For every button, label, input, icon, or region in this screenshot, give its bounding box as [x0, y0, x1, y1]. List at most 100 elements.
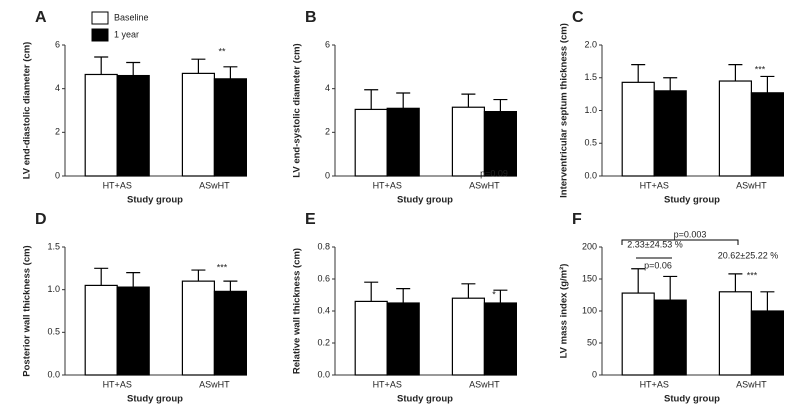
bar	[116, 286, 150, 376]
bar	[718, 291, 753, 376]
error-bar	[396, 288, 411, 303]
panel-letter: A	[35, 9, 47, 26]
panel-letter: B	[305, 9, 317, 26]
y-tick-label: 0.0	[584, 170, 597, 180]
annotation: **	[218, 46, 226, 56]
error-bar	[191, 58, 206, 74]
y-axis-label: Posterior wall thickness (cm)	[22, 245, 33, 376]
error-bar	[663, 77, 678, 91]
error-bar	[191, 269, 206, 282]
bar	[750, 310, 785, 376]
legend-label: 1 year	[114, 29, 139, 39]
bar	[213, 78, 247, 177]
y-tick-label: 1.0	[47, 284, 60, 294]
y-tick-label: 6	[325, 39, 330, 49]
error-bar	[631, 268, 646, 294]
error-bar	[461, 93, 476, 108]
x-tick-label: HT+AS	[640, 180, 669, 190]
y-tick-label: 6	[55, 39, 60, 49]
error-bar	[663, 275, 678, 301]
error-bar	[364, 89, 379, 110]
y-tick-label: 200	[582, 241, 597, 251]
y-tick-label: 0.5	[47, 327, 60, 337]
error-bar	[493, 98, 508, 112]
annotation: ***	[755, 64, 766, 74]
y-tick-label: 150	[582, 273, 597, 283]
x-axis-label: Study group	[127, 394, 183, 405]
panel-letter: E	[305, 211, 316, 228]
x-axis-label: Study group	[397, 394, 453, 405]
bar	[354, 108, 388, 177]
y-tick-label: 4	[325, 83, 330, 93]
y-axis-label: LV end-systolic diameter (cm)	[292, 43, 303, 177]
error-bar	[728, 273, 743, 292]
y-tick-label: 1.5	[584, 72, 597, 82]
x-tick-label: HT+AS	[373, 379, 402, 389]
y-tick-label: 0	[592, 369, 597, 379]
annotation: p=0.06	[644, 260, 672, 270]
legend-swatch	[91, 11, 109, 25]
bar	[181, 280, 215, 376]
bar	[718, 80, 753, 177]
bar	[621, 292, 655, 376]
annotation: p=0.003	[674, 229, 707, 239]
bar	[84, 73, 118, 177]
y-axis-label: LV mass index (g/m²)	[559, 264, 570, 359]
x-axis-label: Study group	[664, 394, 720, 405]
y-tick-label: 0	[325, 170, 330, 180]
y-tick-label: 2.0	[584, 39, 597, 49]
x-tick-label: HT+AS	[103, 180, 132, 190]
x-tick-label: ASwHT	[736, 379, 767, 389]
y-tick-label: 1.0	[584, 105, 597, 115]
x-tick-label: ASwHT	[199, 180, 230, 190]
bar	[621, 81, 655, 177]
bar	[451, 106, 485, 177]
x-tick-label: ASwHT	[736, 180, 767, 190]
bar	[386, 302, 420, 376]
bar	[84, 284, 118, 376]
x-tick-label: HT+AS	[103, 379, 132, 389]
y-tick-label: 0.0	[47, 369, 60, 379]
bar	[354, 300, 388, 376]
error-bar	[461, 283, 476, 299]
y-tick-label: 2	[325, 127, 330, 137]
error-bar	[760, 291, 775, 311]
y-tick-label: 100	[582, 305, 597, 315]
y-tick-label: 0.5	[584, 138, 597, 148]
annotation: p=0.09	[480, 168, 508, 178]
x-axis-label: Study group	[127, 195, 183, 206]
panel-letter: C	[572, 9, 584, 26]
y-tick-label: 1.5	[47, 241, 60, 251]
bar	[213, 290, 247, 376]
bar	[181, 72, 215, 177]
error-bar	[94, 267, 109, 286]
x-tick-label: ASwHT	[469, 180, 500, 190]
error-bar	[493, 289, 508, 303]
x-tick-label: HT+AS	[373, 180, 402, 190]
error-bar	[223, 66, 238, 79]
legend-label: Baseline	[114, 12, 149, 22]
y-tick-label: 4	[55, 83, 60, 93]
y-axis-label: Interventricular septum thickness (cm)	[559, 23, 570, 198]
error-bar	[126, 61, 141, 76]
y-tick-label: 50	[587, 337, 597, 347]
x-tick-label: HT+AS	[640, 379, 669, 389]
error-bar	[396, 92, 411, 109]
panel-letter: D	[35, 211, 47, 228]
annotation: *	[492, 289, 496, 299]
y-tick-label: 0	[55, 170, 60, 180]
error-bar	[760, 75, 775, 93]
error-bar	[94, 56, 109, 75]
error-bar	[631, 64, 646, 83]
bar	[116, 74, 150, 177]
legend-swatch	[91, 28, 109, 42]
bar	[483, 110, 517, 177]
error-bar	[126, 272, 141, 288]
y-axis-label: LV end-diastolic diameter (cm)	[22, 42, 33, 180]
y-tick-label: 0.8	[317, 241, 330, 251]
x-tick-label: ASwHT	[469, 379, 500, 389]
y-axis-label: Relative wall thickness (cm)	[292, 248, 303, 374]
x-axis-label: Study group	[664, 195, 720, 206]
annotation: ***	[747, 270, 758, 280]
